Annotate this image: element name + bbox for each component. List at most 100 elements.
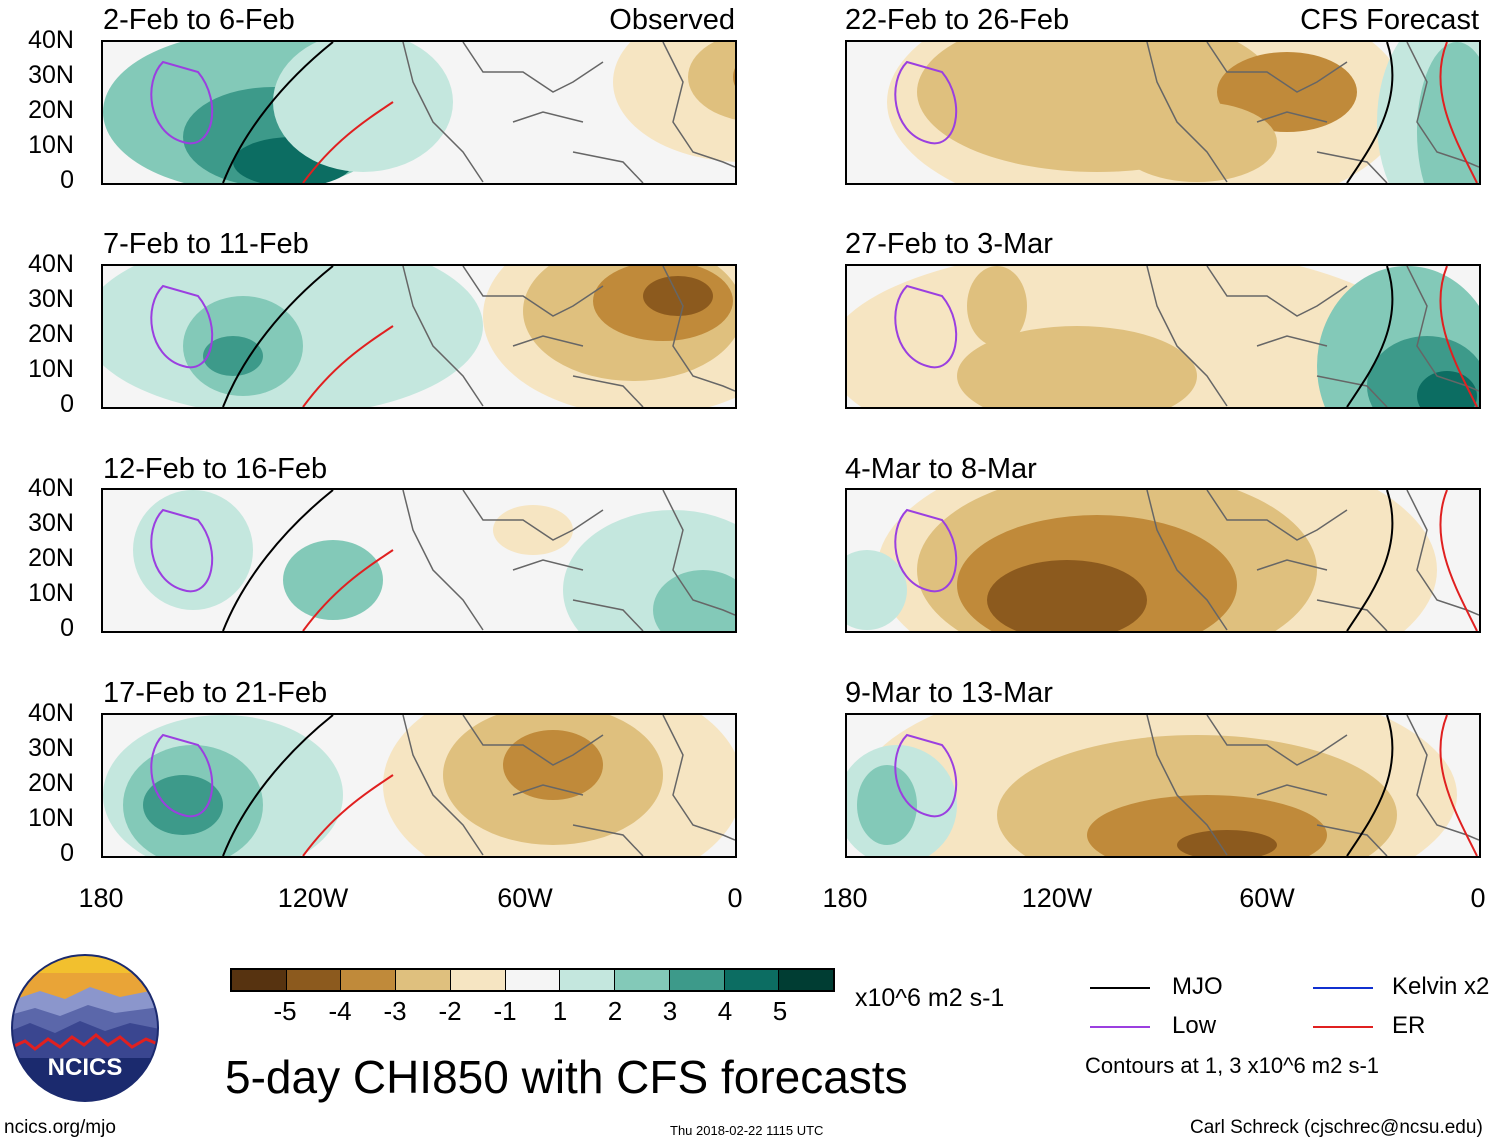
chi850-shading <box>1177 830 1277 856</box>
colorbar-swatch <box>560 970 616 990</box>
legend-line-er <box>1313 1026 1373 1028</box>
colorbar-tick-label: -5 <box>273 996 297 1026</box>
contour-mjo <box>1346 715 1394 856</box>
chi850-shading <box>733 68 735 86</box>
panel-observed-4 <box>101 713 737 858</box>
panel-observed-3 <box>101 488 737 633</box>
colorbar-swatch <box>341 970 397 990</box>
contour-mjo <box>222 266 334 407</box>
coastline <box>1146 42 1479 183</box>
coastline <box>402 42 735 183</box>
y-tick-label: 20N <box>28 544 74 572</box>
contour-low <box>150 508 214 593</box>
units-label: x10^6 m2 s-1 <box>855 984 1005 1012</box>
y-tick-label: 10N <box>28 355 74 383</box>
colorbar-tick-label: 3 <box>662 996 678 1026</box>
contour-er <box>302 101 394 183</box>
coastline <box>1146 715 1479 856</box>
panel-label-forecast: CFS Forecast <box>1300 4 1479 36</box>
chi850-shading <box>967 266 1027 346</box>
footer-author: Carl Schreck (cjschrec@ncsu.edu) <box>1190 1117 1483 1138</box>
panel-observed-1 <box>101 40 737 185</box>
panel-title: 7-Feb to 11-Feb <box>103 228 309 260</box>
colorbar-swatch <box>232 970 287 990</box>
ncics-logo: NCICS <box>11 954 159 1102</box>
chi850-shading <box>493 505 573 555</box>
contour-mjo <box>1346 42 1394 183</box>
colorbar-swatch <box>286 970 342 990</box>
panel-forecast-1 <box>845 40 1481 185</box>
contour-er <box>302 774 394 856</box>
colorbar-tick-label: -1 <box>493 996 517 1026</box>
chi850-shading <box>857 765 917 845</box>
coastline <box>1146 266 1479 407</box>
colorbar-tick-label: 4 <box>717 996 733 1026</box>
chi850-shading <box>273 42 453 172</box>
map-observed-2 <box>103 266 735 407</box>
colorbar-tick-label: -3 <box>383 996 407 1026</box>
map-forecast-2 <box>847 266 1479 407</box>
chi850-shading <box>987 560 1147 631</box>
map-observed-3 <box>103 490 735 631</box>
y-tick-label: 20N <box>28 320 74 348</box>
coastline <box>402 490 735 631</box>
footer-site: ncics.org/mjo <box>4 1117 116 1138</box>
chi850-shading <box>688 42 735 120</box>
contour-er <box>1439 490 1478 631</box>
panel-title: 4-Mar to 8-Mar <box>845 453 1037 485</box>
contour-low <box>894 284 958 369</box>
colorbar-swatch <box>505 970 561 990</box>
x-tick-label: 0 <box>1470 883 1486 913</box>
panel-title: 2-Feb to 6-Feb <box>103 4 295 36</box>
legend-line-mjo <box>1090 987 1150 989</box>
contour-low <box>894 60 958 145</box>
colorbar-swatch <box>450 970 506 990</box>
y-tick-label: 10N <box>28 804 74 832</box>
legend-label-er: ER <box>1392 1012 1426 1039</box>
y-tick-label: 20N <box>28 769 74 797</box>
panel-title: 12-Feb to 16-Feb <box>103 453 328 485</box>
chi850-shading <box>203 336 263 376</box>
contour-mjo <box>222 715 334 856</box>
contour-er <box>1439 715 1478 856</box>
chi850-shading <box>283 540 383 620</box>
x-tick-label: 120W <box>1021 883 1093 913</box>
map-forecast-1 <box>847 42 1479 183</box>
chi850-shading <box>143 775 223 835</box>
coastline <box>402 266 735 407</box>
y-tick-label: 30N <box>28 285 74 313</box>
panel-forecast-2 <box>845 264 1481 409</box>
y-tick-label: 40N <box>28 26 74 54</box>
x-tick-label: 180 <box>78 883 124 913</box>
chi850-shading <box>1417 42 1479 183</box>
colorbar-swatch <box>669 970 725 990</box>
colorbar-tick-label: -4 <box>328 996 352 1026</box>
x-tick-label: 0 <box>727 883 743 913</box>
y-tick-label: 30N <box>28 61 74 89</box>
y-tick-label: 20N <box>28 96 74 124</box>
contour-er <box>302 549 394 631</box>
y-tick-label: 0 <box>60 390 74 418</box>
legend-label-mjo: MJO <box>1172 973 1223 1000</box>
panel-title: 9-Mar to 13-Mar <box>845 677 1053 709</box>
map-forecast-3 <box>847 490 1479 631</box>
chi850-shading <box>1417 371 1477 407</box>
colorbar-swatch <box>779 970 834 990</box>
map-observed-1 <box>103 42 735 183</box>
y-tick-label: 30N <box>28 509 74 537</box>
contour-low <box>894 508 958 593</box>
y-tick-label: 40N <box>28 474 74 502</box>
chi850-shading <box>847 550 907 630</box>
colorbar-swatch <box>615 970 670 990</box>
contour-low <box>894 733 958 818</box>
colorbar-tick-label: 1 <box>552 996 568 1026</box>
chi850-shading <box>957 326 1197 407</box>
chart-title: 5-day CHI850 with CFS forecasts <box>225 1051 908 1103</box>
y-tick-label: 0 <box>60 614 74 642</box>
legend-line-kelvin <box>1313 987 1373 989</box>
y-tick-label: 10N <box>28 579 74 607</box>
contour-low <box>150 284 214 369</box>
coastline <box>1146 490 1479 631</box>
contour-mjo <box>1346 266 1394 407</box>
contour-er <box>302 325 394 407</box>
